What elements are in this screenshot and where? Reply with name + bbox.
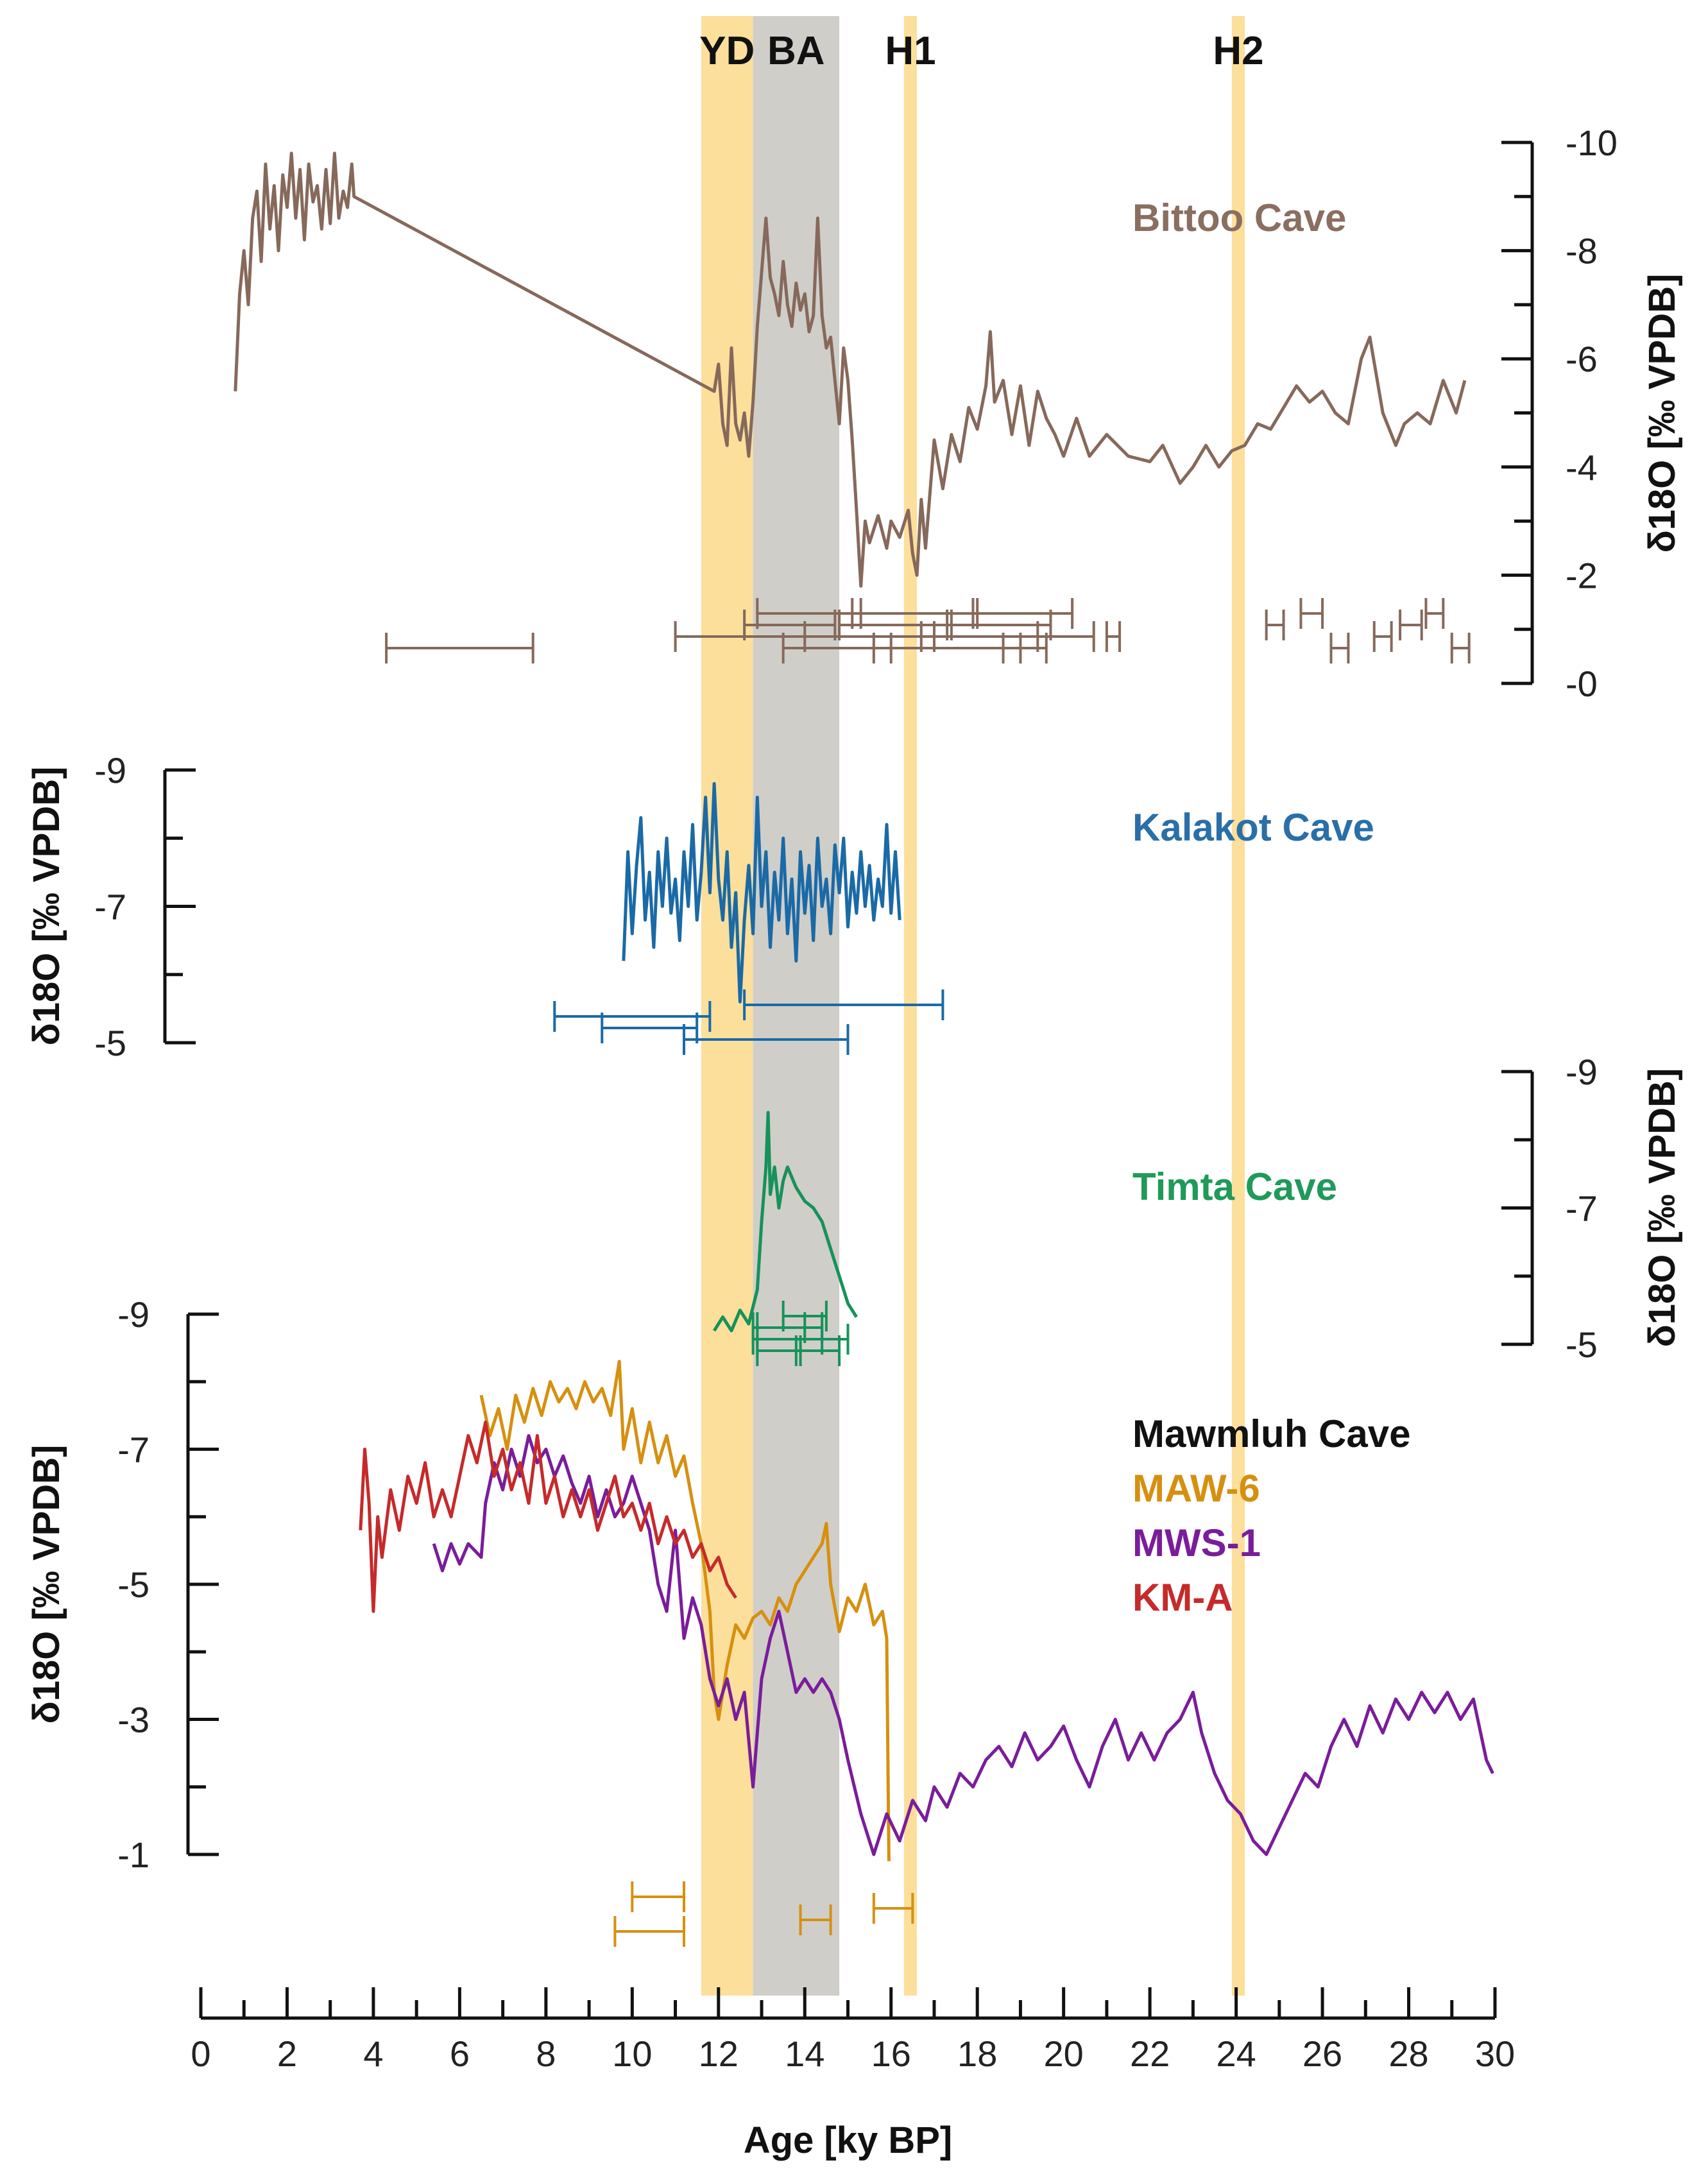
x-tick-label: 26	[1302, 2033, 1342, 2074]
x-tick-label: 4	[363, 2033, 383, 2074]
error-bar-kalakot-cave	[743, 989, 944, 1020]
y-tick-label: -4	[1566, 447, 1598, 488]
x-tick-label: 6	[450, 2033, 470, 2074]
y-tick-label: -7	[94, 887, 126, 927]
error-bar-bittoo-cave	[1399, 610, 1423, 640]
x-axis-title: Age [ky BP]	[744, 2119, 953, 2161]
band-label-ba: BA	[767, 29, 825, 73]
panel-label-kalakot-cave: Kalakot Cave	[1132, 806, 1374, 849]
error-bar-kalakot-cave	[553, 1001, 712, 1032]
x-tick-label: 14	[785, 2033, 824, 2074]
x-tick-label: 18	[957, 2033, 997, 2074]
error-bar-bittoo-cave	[1424, 598, 1445, 629]
y-tick-label: -7	[1566, 1188, 1598, 1229]
x-tick-label: 22	[1130, 2033, 1170, 2074]
y-tick-label: -9	[94, 750, 126, 791]
y-tick-label: -7	[117, 1430, 149, 1470]
y-axis-title: δ18O [‰ VPDB]	[26, 1445, 67, 1724]
x-tick-label: 12	[699, 2033, 739, 2074]
y-tick-label: -9	[1566, 1052, 1598, 1092]
error-bar-mawmluh-cave	[613, 1916, 686, 1947]
error-bar-bittoo-cave	[1105, 621, 1122, 652]
x-tick-label: 16	[871, 2033, 911, 2074]
error-bar-bittoo-cave	[1299, 598, 1324, 629]
y-tick-label: -3	[117, 1700, 149, 1740]
band-label-h1: H1	[885, 29, 935, 73]
band-labels: YD BA H1 H2	[699, 29, 1263, 73]
y-tick-label: -6	[1566, 339, 1598, 379]
y-tick-label: -2	[1566, 555, 1598, 595]
x-tick-label: 8	[536, 2033, 556, 2074]
y-tick-label: -9	[117, 1294, 149, 1335]
error-bar-bittoo-cave	[1450, 633, 1471, 663]
error-bar-bittoo-cave	[1372, 621, 1393, 652]
y-tick-label: -1	[117, 1835, 149, 1875]
y-axis-title: δ18O [‰ VPDB]	[1641, 1068, 1683, 1348]
x-tick-label: 2	[277, 2033, 297, 2074]
y-axis-title: δ18O [‰ VPDB]	[26, 767, 67, 1046]
y-axis-title: δ18O [‰ VPDB]	[1641, 274, 1683, 553]
error-bar-bittoo-cave	[1002, 633, 1048, 663]
band-label-h2: H2	[1213, 29, 1263, 73]
legend-label-km-a: KM-A	[1132, 1576, 1233, 1619]
y-tick-label: -5	[94, 1023, 126, 1063]
error-bar-mawmluh-cave	[799, 1904, 832, 1935]
y-tick-label: -10	[1566, 123, 1618, 163]
y-tick-label: -8	[1566, 231, 1598, 271]
series-line-km-a	[359, 1420, 737, 1613]
x-tick-label: 28	[1388, 2033, 1428, 2074]
band-h2	[1231, 16, 1245, 1996]
series-line-mws-1	[432, 1434, 1494, 1856]
y-tick-label: -5	[117, 1564, 149, 1605]
y-tick-label: -5	[1566, 1324, 1598, 1365]
y-tick-label: -0	[1566, 663, 1598, 704]
legend-label-mws-1: MWS-1	[1132, 1521, 1261, 1564]
panel-label-mawmluh-cave: Mawmluh Cave	[1132, 1412, 1410, 1455]
panel-label-timta-cave: Timta Cave	[1132, 1165, 1337, 1208]
error-bar-bittoo-cave	[385, 633, 534, 663]
series-line-timta-cave	[712, 1111, 858, 1333]
error-bar-bittoo-cave	[971, 598, 1074, 629]
panel-label-bittoo-cave: Bittoo Cave	[1132, 196, 1346, 239]
error-bar-timta-cave	[751, 1312, 824, 1343]
series-line-maw-6	[479, 1360, 891, 1862]
x-tick-label: 0	[191, 2033, 210, 2074]
x-tick-label: 20	[1044, 2033, 1084, 2074]
x-tick-label: 30	[1475, 2033, 1515, 2074]
x-tick-label: 24	[1216, 2033, 1256, 2074]
error-bar-bittoo-cave	[1329, 633, 1350, 663]
series-line-bittoo-cave	[234, 151, 1467, 588]
error-bar-bittoo-cave	[1265, 610, 1285, 640]
error-bar-mawmluh-cave	[872, 1893, 914, 1924]
error-bar-mawmluh-cave	[631, 1881, 686, 1912]
band-label-yd: YD	[699, 29, 755, 73]
data-layer	[234, 151, 1494, 1947]
legend-label-maw-6: MAW-6	[1132, 1467, 1260, 1510]
x-tick-label: 10	[612, 2033, 652, 2074]
series-line-kalakot-cave	[622, 782, 901, 1004]
axes-layer	[163, 141, 1534, 2020]
